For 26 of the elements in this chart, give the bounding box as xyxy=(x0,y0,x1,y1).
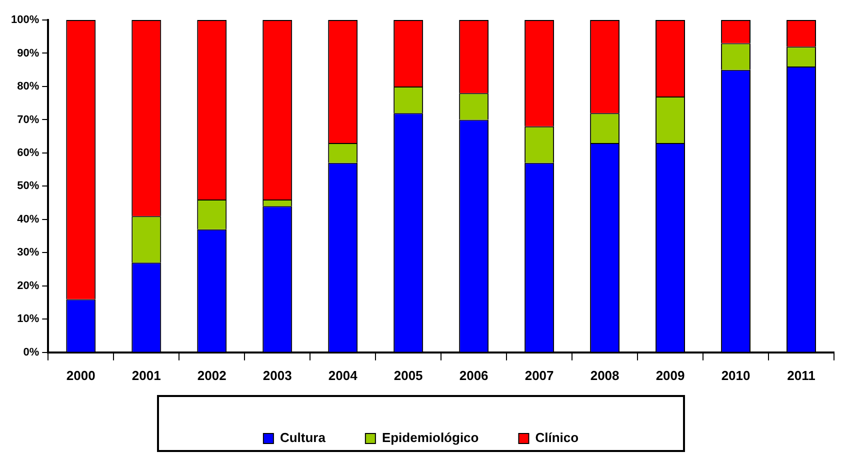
x-tick-label: 2000 xyxy=(66,368,96,383)
y-tick-label: 20% xyxy=(17,280,40,292)
legend-label: Cultura xyxy=(280,430,326,446)
x-tick-label: 2011 xyxy=(787,368,816,383)
x-tick-label: 2007 xyxy=(524,368,554,383)
x-tick-label: 2003 xyxy=(262,368,292,383)
legend-label: Epidemiológico xyxy=(382,430,479,446)
x-tick-label: 2008 xyxy=(590,368,620,383)
y-tick-label: 30% xyxy=(17,246,40,259)
y-tick-label: 40% xyxy=(17,213,40,226)
y-tick-label: 0% xyxy=(23,346,40,358)
y-tick-label: 100% xyxy=(10,14,40,26)
x-tick-label: 2005 xyxy=(394,368,423,383)
y-tick-label: 90% xyxy=(17,47,40,60)
y-tick-label: 70% xyxy=(17,114,40,126)
x-tick-label: 2002 xyxy=(197,368,226,383)
x-tick-label: 2009 xyxy=(656,368,685,383)
x-tick-label: 2010 xyxy=(721,368,750,383)
y-tick-label: 80% xyxy=(17,80,40,93)
x-tick-label: 2006 xyxy=(459,368,488,383)
y-tick-label: 50% xyxy=(17,180,40,192)
y-tick-label: 60% xyxy=(17,146,40,159)
y-tick-label: 10% xyxy=(17,313,40,326)
x-tick-label: 2001 xyxy=(132,368,161,383)
x-tick-label: 2004 xyxy=(328,368,358,383)
legend-label: Clínico xyxy=(535,430,579,446)
